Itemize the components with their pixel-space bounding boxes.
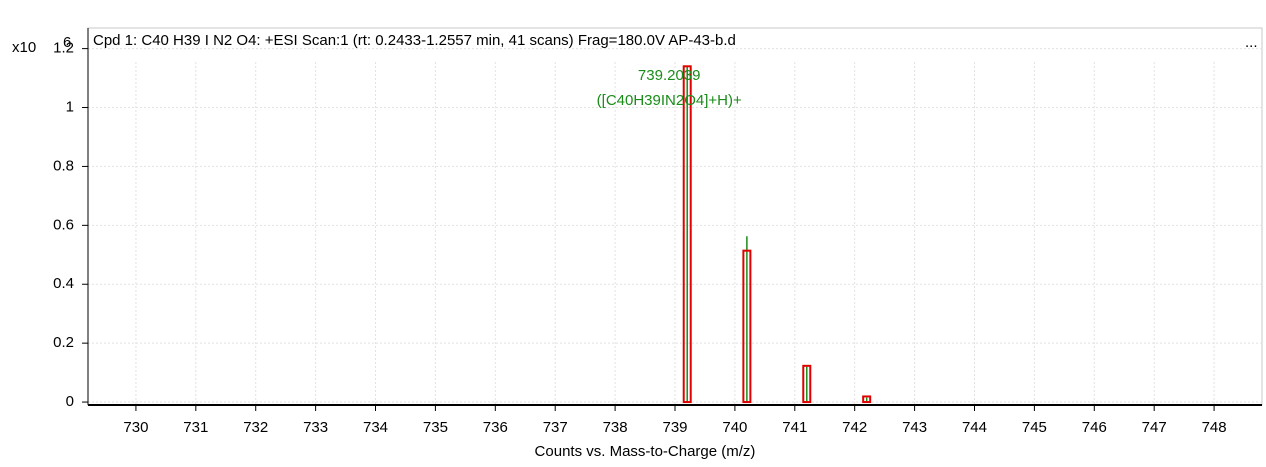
x-tick-label: 744 xyxy=(962,419,987,436)
x-tick-label: 746 xyxy=(1082,419,1107,436)
x-tick-label: 743 xyxy=(902,419,927,436)
peak-annotation: 739.2039 xyxy=(638,67,701,84)
chart-title: Cpd 1: C40 H39 I N2 O4: +ESI Scan:1 (rt:… xyxy=(93,32,736,49)
plot-frame xyxy=(87,27,1263,406)
isotope-box xyxy=(682,65,692,404)
x-tick-label: 737 xyxy=(543,419,568,436)
y-tick-label: 0 xyxy=(66,393,74,410)
x-tick-label: 740 xyxy=(722,419,747,436)
x-tick-label: 732 xyxy=(243,419,268,436)
x-tick-label: 748 xyxy=(1202,419,1227,436)
x-tick-label: 735 xyxy=(423,419,448,436)
x-tick-label: 733 xyxy=(303,419,328,436)
isotope-box xyxy=(742,249,752,404)
x-tick-label: 734 xyxy=(363,419,388,436)
x-tick-label: 745 xyxy=(1022,419,1047,436)
y-tick-label: 1 xyxy=(66,98,74,115)
y-exponent: 6 xyxy=(63,34,71,51)
isotope-box xyxy=(802,364,812,404)
x-tick-label: 736 xyxy=(483,419,508,436)
x-tick-label: 739 xyxy=(662,419,687,436)
y-tick-label: 0.8 xyxy=(53,157,74,174)
y-tick-label: 0.4 xyxy=(53,275,74,292)
x-axis-label: Counts vs. Mass-to-Charge (m/z) xyxy=(535,443,756,460)
peak-annotation: ([C40H39IN2O4]+H)+ xyxy=(597,92,742,109)
y-multiplier: x10 xyxy=(12,39,36,56)
x-tick-label: 747 xyxy=(1142,419,1167,436)
x-tick-label: 730 xyxy=(123,419,148,436)
x-tick-label: 738 xyxy=(603,419,628,436)
y-tick-label: 1.2 xyxy=(53,40,74,57)
menu-button[interactable]: ... xyxy=(1245,34,1258,51)
isotope-box xyxy=(862,395,872,404)
y-tick-label: 0.2 xyxy=(53,334,74,351)
x-tick-label: 741 xyxy=(782,419,807,436)
x-tick-label: 731 xyxy=(183,419,208,436)
x-tick-label: 742 xyxy=(842,419,867,436)
y-tick-label: 0.6 xyxy=(53,216,74,233)
